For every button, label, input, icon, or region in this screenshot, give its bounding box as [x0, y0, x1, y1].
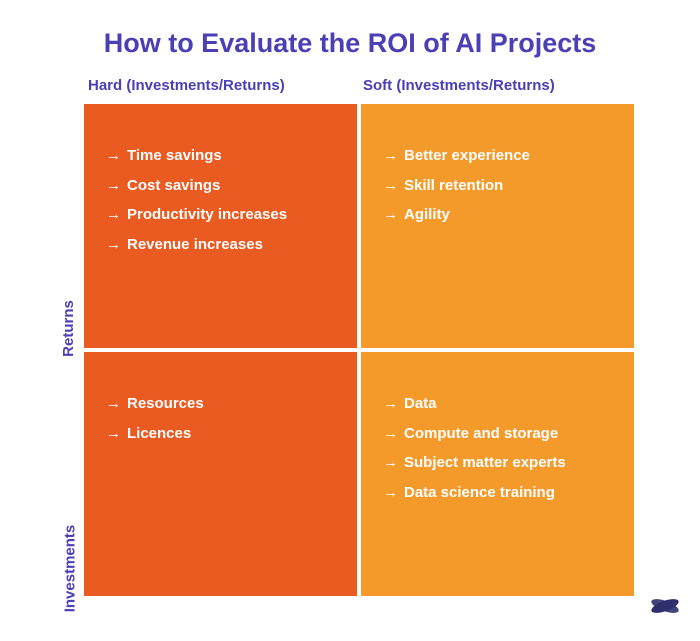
quadrant-item: → Subject matter experts	[383, 453, 614, 473]
quadrant-grid: → Time savings → Cost savings → Productivity …	[84, 104, 634, 596]
brand-logo-icon	[648, 589, 682, 623]
quadrant-item: → Compute and storage	[383, 424, 614, 444]
quadrant-item: → Licences	[106, 424, 337, 444]
quadrant-cell: → Resources → Licences	[84, 352, 357, 596]
arrow-icon: →	[106, 424, 121, 444]
quadrant-item-label: Time savings	[127, 146, 222, 166]
quadrant-item: → Agility	[383, 205, 614, 225]
arrow-icon: →	[383, 424, 398, 444]
quadrant-item: → Data science training	[383, 483, 614, 503]
quadrant-item: → Cost savings	[106, 176, 337, 196]
quadrant-item-label: Compute and storage	[404, 424, 558, 444]
quadrant-item-label: Data science training	[404, 483, 555, 503]
row-label-returns: Returns	[60, 300, 77, 357]
arrow-icon: →	[106, 146, 121, 166]
quadrant-item-label: Agility	[404, 205, 450, 225]
quadrant-item-label: Subject matter experts	[404, 453, 566, 473]
quadrant-item-label: Cost savings	[127, 176, 220, 196]
quadrant-grid-wrap: → Time savings → Cost savings → Productivity …	[84, 104, 634, 596]
arrow-icon: →	[383, 146, 398, 166]
col-header-soft: Soft (Investments/Returns)	[359, 77, 634, 104]
quadrant-item-label: Revenue increases	[127, 235, 263, 255]
row-label-investments: Investments	[61, 525, 78, 613]
quadrant-item-label: Productivity increases	[127, 205, 287, 225]
quadrant-item: → Data	[383, 394, 614, 414]
quadrant-item: → Resources	[106, 394, 337, 414]
quadrant-cell: → Data → Compute and storage → Subject matter…	[361, 352, 634, 596]
arrow-icon: →	[383, 176, 398, 196]
quadrant-item-label: Licences	[127, 424, 191, 444]
arrow-icon: →	[383, 483, 398, 503]
arrow-icon: →	[106, 235, 121, 255]
quadrant-item: → Revenue increases	[106, 235, 337, 255]
arrow-icon: →	[106, 205, 121, 225]
quadrant-item: → Productivity increases	[106, 205, 337, 225]
page-title: How to Evaluate the ROI of AI Projects	[0, 0, 700, 77]
quadrant-item-label: Data	[404, 394, 437, 414]
arrow-icon: →	[383, 394, 398, 414]
arrow-icon: →	[106, 394, 121, 414]
quadrant-item-label: Skill retention	[404, 176, 503, 196]
quadrant-item: → Time savings	[106, 146, 337, 166]
quadrant-item: → Skill retention	[383, 176, 614, 196]
arrow-icon: →	[106, 176, 121, 196]
column-headers: Hard (Investments/Returns) Soft (Investm…	[84, 77, 634, 104]
arrow-icon: →	[383, 453, 398, 473]
col-header-hard: Hard (Investments/Returns)	[84, 77, 359, 104]
quadrant-item: → Better experience	[383, 146, 614, 166]
quadrant-item-label: Better experience	[404, 146, 530, 166]
quadrant-item-label: Resources	[127, 394, 204, 414]
quadrant-cell: → Time savings → Cost savings → Productivity …	[84, 104, 357, 348]
arrow-icon: →	[383, 205, 398, 225]
quadrant-cell: → Better experience → Skill retention → Agili…	[361, 104, 634, 348]
